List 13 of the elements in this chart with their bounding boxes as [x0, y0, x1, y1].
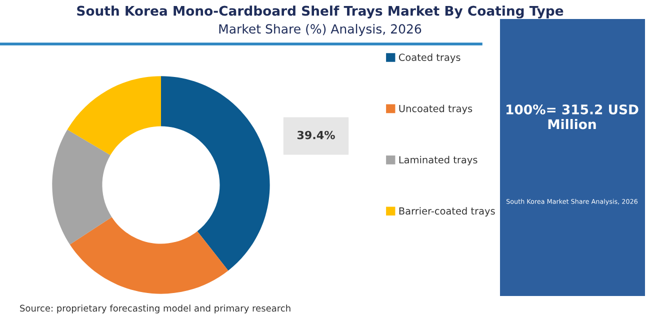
- legend-label: Coated trays: [398, 53, 460, 63]
- donut-slice: [67, 76, 161, 156]
- legend-label: Barrier-coated trays: [399, 207, 495, 217]
- donut-slice: [52, 130, 112, 244]
- legend-label: Uncoated trays: [399, 104, 472, 114]
- source-note: Source: proprietary forecasting model and primary research: [20, 304, 290, 314]
- data-label: 39.4%: [297, 130, 335, 140]
- donut-slice: [161, 76, 270, 271]
- donut-slice: [70, 217, 228, 294]
- text: 100%= 315.2 USD Million: [506, 104, 638, 130]
- legend-label: Laminated trays: [399, 156, 478, 166]
- chart-title: South Korea Mono-Cardboard Shelf Trays Market By Coating Type: [77, 6, 564, 18]
- chart-subtitle: Market Share (%) Analysis, 2026: [219, 24, 422, 36]
